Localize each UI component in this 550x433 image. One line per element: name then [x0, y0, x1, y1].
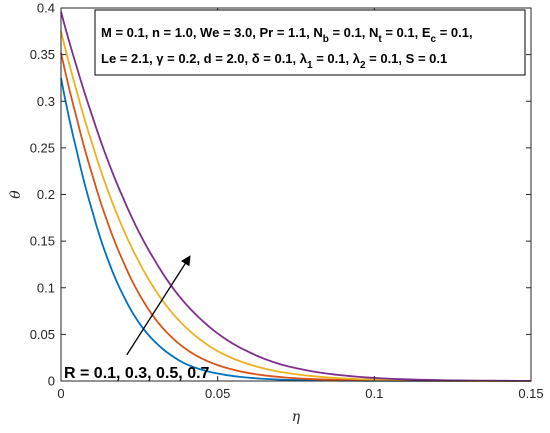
parameter-subscript: 1 — [307, 60, 313, 71]
y-tick-label: 0.35 — [30, 47, 55, 62]
parameter-eq: = — [112, 25, 127, 40]
x-tick-label: 0.05 — [205, 386, 230, 401]
parameter-value: 3.0 — [234, 25, 252, 40]
parameter-name: , We — [193, 25, 220, 40]
parameter-value: 0.1 — [380, 51, 398, 66]
y-tick-label: 0.2 — [37, 187, 55, 202]
y-tick-label: 0.3 — [37, 94, 55, 109]
parameter-eq: = — [329, 25, 344, 40]
parameter-subscript: t — [378, 34, 382, 45]
parameter-name: , n — [145, 25, 160, 40]
y-tick-label: 0 — [48, 374, 55, 389]
parameter-eq: = — [313, 51, 328, 66]
parameter-value: 0.1 — [429, 51, 447, 66]
parameter-subscript: b — [323, 34, 329, 45]
parameter-value: 1.1 — [288, 25, 306, 40]
parameter-value: 0.1 — [327, 51, 345, 66]
parameter-name: M — [101, 25, 112, 40]
parameter-value: 0.1 — [397, 25, 415, 40]
parameter-eq: = — [164, 51, 179, 66]
x-tick-label: 0 — [57, 386, 64, 401]
parameter-eq: = — [212, 51, 227, 66]
parameter-value: 2.0 — [226, 51, 244, 66]
parameter-box-frame — [94, 9, 526, 76]
parameter-name: , E — [415, 25, 431, 40]
parameter-name: , N — [362, 25, 379, 40]
ticks-layer: 0 0.05 0.1 0.15 0 0.05 0.1 0.15 0.2 0.25 0.3 0.35 0.… — [30, 1, 544, 402]
annotation-label: R = 0.1, 0.3, 0.5, 0.7 — [64, 365, 210, 382]
parameter-eq: = — [116, 51, 131, 66]
x-axis-label: η — [292, 409, 301, 425]
parameter-value: 1.0 — [175, 25, 193, 40]
parameter-name: , γ — [149, 51, 164, 66]
parameter-name: , δ — [245, 51, 260, 66]
parameter-line-2: Le = 2.1, γ = 0.2, d = 2.0, δ = 0.1, λ1 … — [101, 51, 447, 71]
y-axis-label: θ — [8, 190, 24, 199]
parameter-eq: = — [273, 25, 288, 40]
parameter-subscript: 2 — [360, 60, 366, 71]
parameter-eq: = — [366, 51, 381, 66]
parameter-value: 0.1, — [451, 25, 473, 40]
parameter-eq: = — [382, 25, 397, 40]
y-tick-label: 0.4 — [37, 1, 55, 16]
parameter-name: , d — [196, 51, 211, 66]
y-tick-label: 0.25 — [30, 140, 55, 155]
parameter-eq: = — [160, 25, 175, 40]
series-line-4 — [60, 11, 532, 382]
x-tick-label: 0.15 — [518, 386, 543, 401]
parameter-eq: = — [414, 51, 429, 66]
parameter-value: 2.1 — [131, 51, 149, 66]
parameter-subscript: c — [431, 34, 437, 45]
y-tick-label: 0.05 — [30, 327, 55, 342]
parameter-eq: = — [219, 25, 234, 40]
parameter-name: , λ — [345, 51, 360, 66]
y-tick-label: 0.15 — [30, 234, 55, 249]
parameter-eq: = — [436, 25, 451, 40]
annotation-arrow — [126, 255, 191, 356]
parameter-value: 0.1 — [127, 25, 145, 40]
parameter-name: , Pr — [252, 25, 273, 40]
parameter-name: , S — [398, 51, 414, 66]
parameter-box: M = 0.1, n = 1.0, We = 3.0, Pr = 1.1, Nb… — [94, 9, 526, 76]
parameter-value: 0.2 — [178, 51, 196, 66]
parameter-line-1: M = 0.1, n = 1.0, We = 3.0, Pr = 1.1, Nb… — [101, 25, 473, 45]
y-tick-label: 0.1 — [37, 280, 55, 295]
parameter-value: 0.1 — [274, 51, 292, 66]
parameter-name: Le — [101, 51, 116, 66]
x-tick-label: 0.1 — [365, 386, 383, 401]
parameter-eq: = — [260, 51, 275, 66]
parameter-name: , λ — [293, 51, 308, 66]
parameter-value: 0.1 — [344, 25, 362, 40]
parameter-name: , N — [306, 25, 323, 40]
